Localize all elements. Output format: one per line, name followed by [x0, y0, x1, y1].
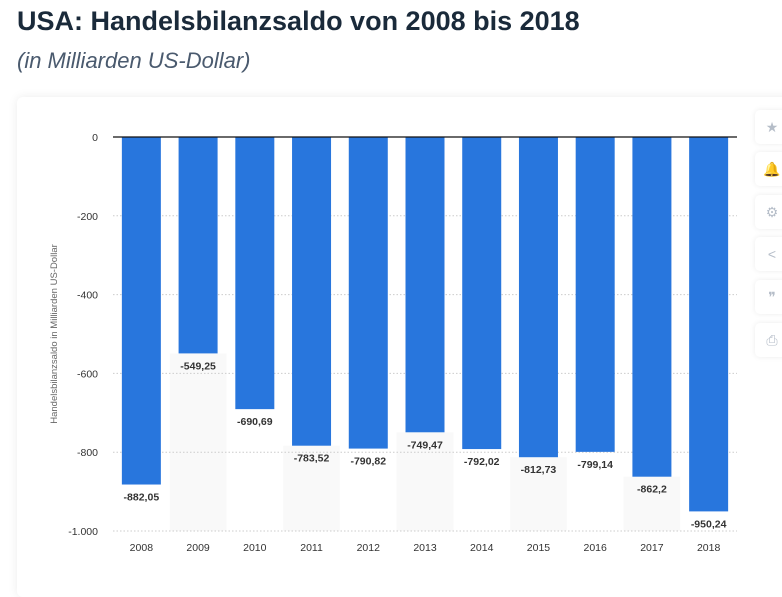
y-tick-label: -600	[77, 368, 98, 380]
data-label-2016: -799,14	[577, 459, 613, 471]
x-tick-label-2011: 2011	[300, 542, 323, 554]
bar-2015	[518, 137, 558, 458]
x-tick-label-2018: 2018	[697, 542, 721, 554]
column-band	[510, 457, 567, 531]
share-icon: <	[767, 246, 777, 262]
quote-button[interactable]: ❞	[755, 280, 782, 314]
share-button[interactable]: <	[755, 237, 782, 271]
bar-2009	[178, 137, 218, 354]
y-tick-label: -200	[77, 211, 98, 223]
data-label-2011: -783,52	[294, 453, 330, 465]
x-tick-label-2016: 2016	[584, 542, 608, 554]
print-button[interactable]: ⎙	[755, 323, 782, 357]
data-label-2012: -790,82	[350, 456, 386, 468]
x-tick-label-2015: 2015	[527, 542, 551, 554]
star-button[interactable]: ★	[755, 110, 782, 144]
bar-2011	[292, 137, 332, 446]
x-tick-label-2009: 2009	[186, 542, 210, 554]
bar-2008	[121, 137, 161, 485]
y-tick-label: -800	[77, 447, 98, 459]
data-label-2013: -749,47	[407, 439, 443, 451]
page-title: USA: Handelsbilanzsaldo von 2008 bis 201…	[17, 6, 580, 36]
bell-button[interactable]: 🔔	[755, 152, 782, 186]
gear-icon: ⚙	[765, 203, 779, 220]
bar-2012	[348, 137, 388, 449]
bar-2016	[575, 137, 615, 452]
bar-2013	[405, 137, 445, 433]
y-tick-label: 0	[92, 132, 98, 144]
data-label-2014: -792,02	[464, 456, 500, 468]
column-band	[623, 476, 681, 531]
column-band	[283, 445, 340, 531]
bar-2018	[689, 137, 729, 512]
column-band	[396, 432, 454, 531]
page-subtitle: (in Milliarden US-Dollar)	[17, 48, 251, 73]
quote-icon: ❞	[768, 288, 776, 305]
x-tick-label-2012: 2012	[357, 542, 381, 554]
bar-2017	[632, 137, 672, 477]
y-axis-label: Handelsbilanzsaldo in Milliarden US-Doll…	[49, 244, 60, 424]
bar-2010	[235, 137, 275, 410]
bar-2014	[462, 137, 502, 450]
star-icon: ★	[765, 118, 779, 135]
data-label-2015: -812,73	[521, 464, 557, 476]
bar-chart: -882,05 2008 -549,25 2009 -690,69 2010 -783,52…	[49, 132, 737, 554]
data-label-2018: -950,24	[691, 518, 727, 530]
data-label-2008: -882,05	[124, 492, 160, 504]
x-tick-label-2008: 2008	[130, 542, 154, 554]
x-tick-label-2014: 2014	[470, 542, 494, 554]
bell-icon: 🔔	[763, 160, 781, 177]
y-tick-label: -1.000	[68, 526, 98, 538]
x-tick-label-2013: 2013	[413, 542, 437, 554]
data-label-2009: -549,25	[180, 360, 216, 372]
column-band	[169, 353, 227, 531]
gear-button[interactable]: ⚙	[755, 195, 782, 229]
y-tick-label: -400	[77, 290, 98, 302]
x-tick-label-2017: 2017	[640, 542, 664, 554]
data-label-2017: -862,2	[637, 484, 667, 496]
data-label-2010: -690,69	[237, 416, 273, 428]
x-tick-label-2010: 2010	[243, 542, 267, 554]
print-icon: ⎙	[766, 331, 778, 348]
